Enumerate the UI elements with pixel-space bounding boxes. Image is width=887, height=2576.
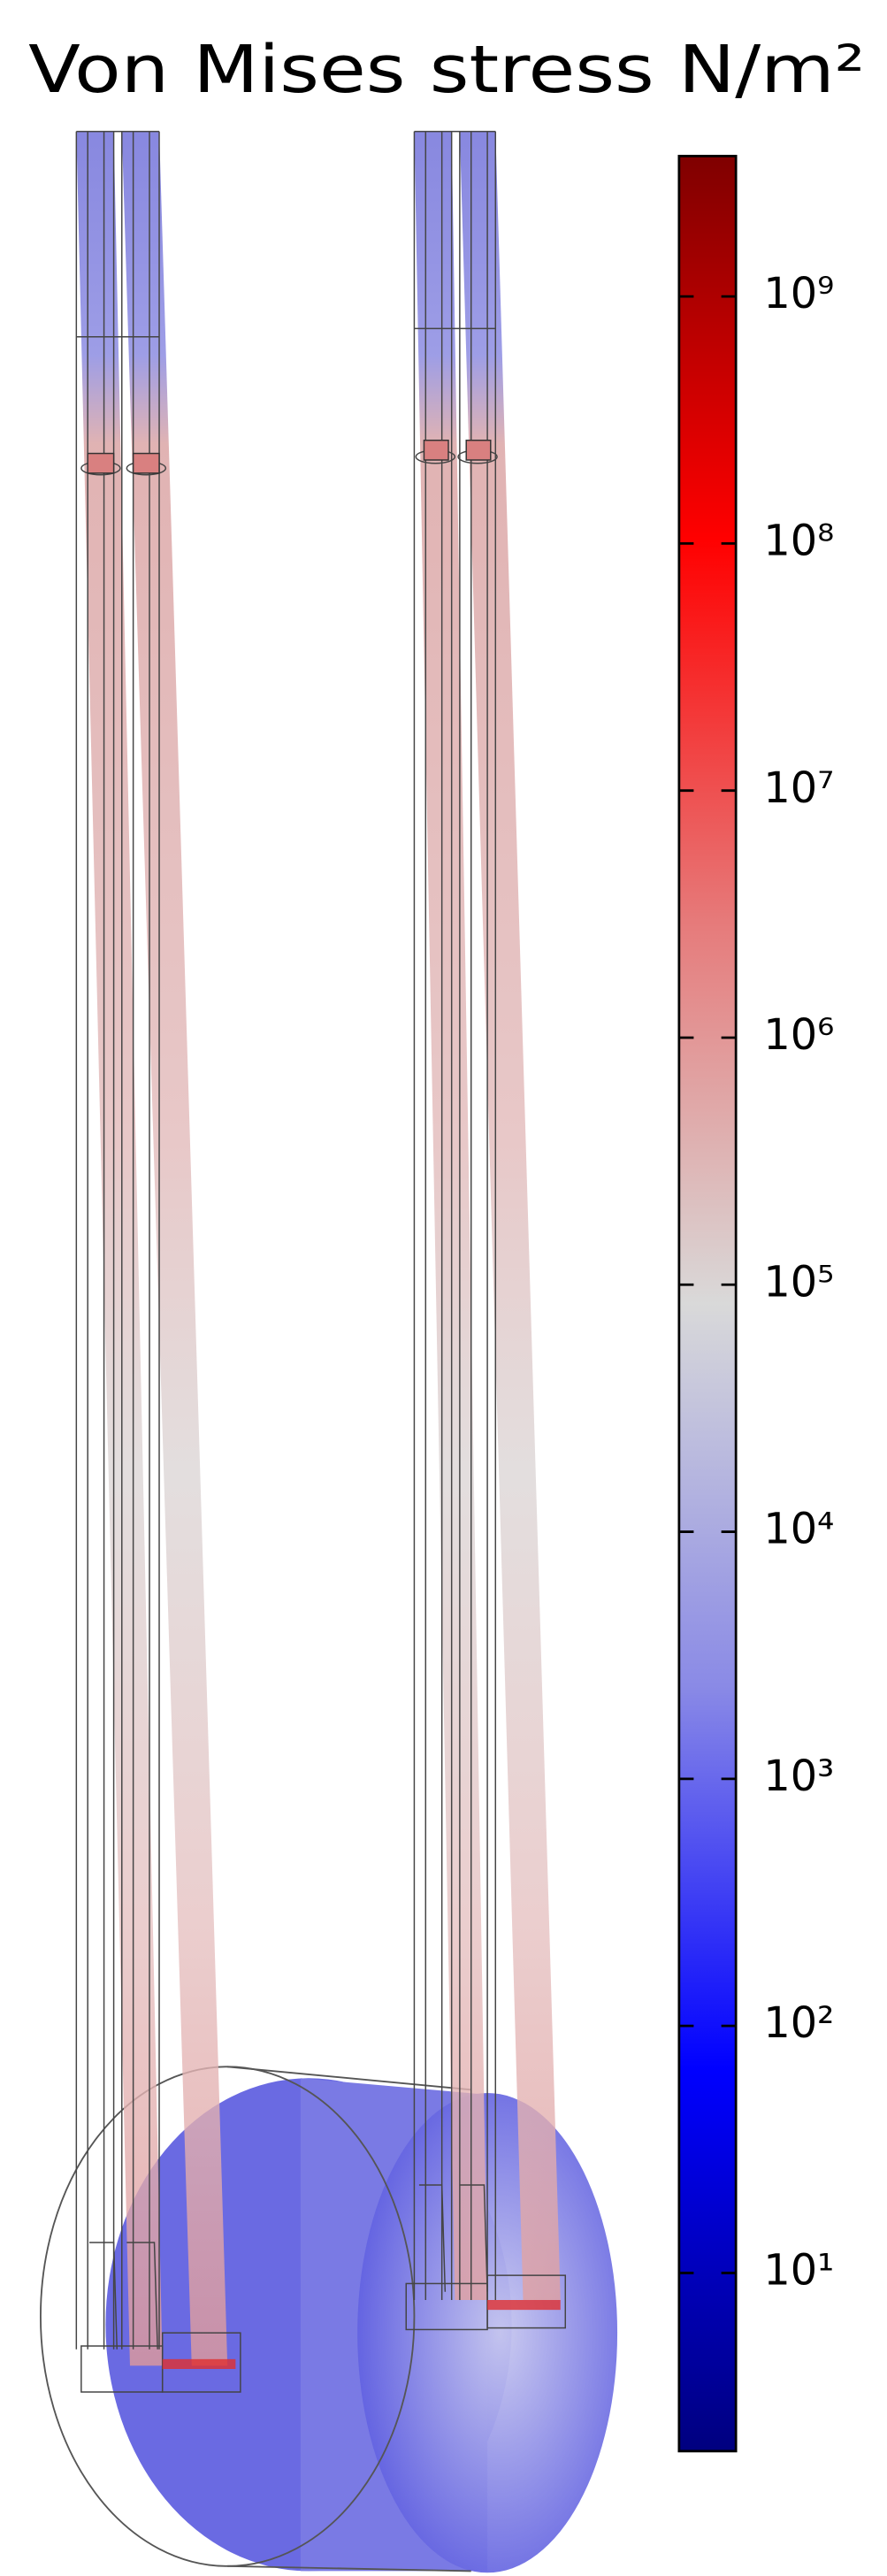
wireframe: [75, 130, 567, 2393]
chart-title: Von Mises stress N/m²: [28, 32, 865, 108]
y-tick-label: 10⁹: [763, 269, 834, 318]
y-tick-label: 10⁶: [763, 1010, 834, 1060]
clamp: [87, 439, 492, 474]
y-tick-label: 10¹: [763, 2245, 834, 2295]
y-tick-label: 10⁸: [763, 516, 834, 565]
y-tick-label: 10⁴: [763, 1504, 834, 1553]
colorbar: [677, 155, 738, 2453]
stress-hotspot: [162, 2300, 561, 2369]
rod: [76, 131, 163, 2366]
y-tick-label: 10⁷: [763, 763, 834, 813]
rod: [459, 131, 561, 2300]
model-geometry: [40, 130, 618, 2573]
y-tick-label: 10⁵: [763, 1257, 834, 1307]
rod: [121, 131, 228, 2366]
y-tick-label: 10³: [763, 1752, 834, 1801]
y-tick-label: 10²: [763, 1998, 834, 2048]
rod: [414, 131, 488, 2300]
cylinder-edge: [227, 2066, 471, 2572]
